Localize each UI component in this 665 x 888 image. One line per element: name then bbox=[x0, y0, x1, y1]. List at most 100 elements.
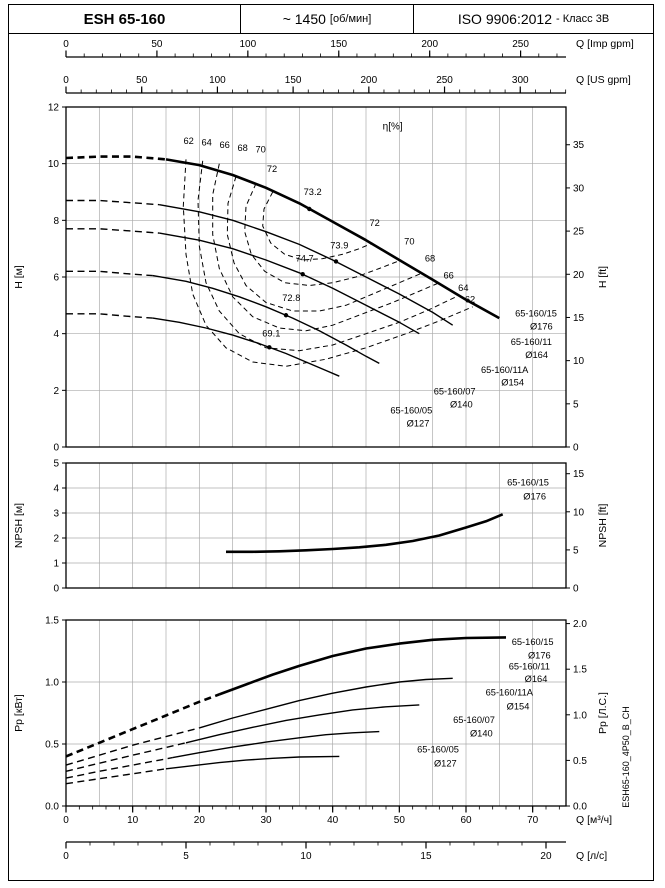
svg-text:20: 20 bbox=[540, 851, 552, 862]
chart-annotation: 74.7 bbox=[296, 253, 314, 263]
ylabel-right-power: Pp [Л.С.] bbox=[597, 692, 609, 734]
npsh-plot: 0 1 2 3 4 5 0 5 10 15 NPSH [м] NPSH [ft] 65-160/15 Ø1… bbox=[13, 459, 609, 595]
chart-annotation: 65-160/11 bbox=[509, 662, 550, 672]
svg-text:10: 10 bbox=[573, 507, 585, 518]
chart-annotation: 72 bbox=[369, 218, 379, 228]
chart-annotation: 65-160/15 bbox=[507, 478, 549, 488]
pump-speed-unit: [об/мин] bbox=[329, 13, 372, 25]
svg-text:5: 5 bbox=[183, 851, 189, 862]
svg-text:150: 150 bbox=[330, 39, 347, 50]
svg-text:0.0: 0.0 bbox=[573, 802, 587, 813]
bep-marker bbox=[307, 206, 312, 212]
axis-label-m3h: Q [м³/ч] bbox=[576, 814, 612, 826]
svg-text:0: 0 bbox=[573, 443, 579, 454]
chart-annotation: 73.9 bbox=[330, 241, 348, 251]
svg-text:8: 8 bbox=[53, 216, 59, 227]
svg-text:1.5: 1.5 bbox=[573, 665, 587, 676]
curve-65-160/11A Ø154 power bbox=[185, 704, 420, 744]
svg-text:4: 4 bbox=[53, 484, 59, 495]
curve-dashed-65-160/15 Ø176 power bbox=[65, 693, 220, 758]
chart-annotation: 65-160/07 bbox=[453, 715, 495, 725]
svg-text:0: 0 bbox=[63, 39, 69, 50]
chart-annotation: Ø154 bbox=[501, 378, 524, 388]
ylabel-left-head: H [м] bbox=[13, 265, 25, 289]
svg-text:10: 10 bbox=[300, 851, 312, 862]
svg-text:1.0: 1.0 bbox=[45, 678, 59, 689]
svg-text:15: 15 bbox=[573, 469, 585, 480]
chart-annotation: 68 bbox=[425, 253, 435, 263]
pump-model: ESH 65-160 bbox=[83, 10, 166, 28]
chart-annotation: 70 bbox=[404, 236, 414, 246]
axis-lps: 0 5 10 15 20 Q [л/с] bbox=[63, 841, 607, 862]
curve-dashed-65-160/11 Ø164 bbox=[66, 199, 160, 206]
standard-cell: ISO 9906:2012 - Класс 3В bbox=[414, 5, 653, 33]
curve-dashed-65-160/07 Ø140 bbox=[66, 270, 153, 277]
chart-annotation: 65-160/11 bbox=[511, 337, 552, 347]
svg-text:35: 35 bbox=[573, 140, 585, 151]
chart-annotation: 72.8 bbox=[282, 293, 300, 303]
curve-65-160/07 Ø140 bbox=[152, 274, 380, 365]
svg-text:2: 2 bbox=[53, 386, 59, 397]
ylabel-left-npsh: NPSH [м] bbox=[13, 503, 25, 548]
curve-65-160/11 Ø164 bbox=[159, 204, 454, 326]
axis-label-lps: Q [л/с] bbox=[576, 850, 607, 862]
curve-65-160/15 Ø176 NPSH bbox=[226, 513, 504, 554]
svg-text:12: 12 bbox=[48, 103, 60, 114]
chart-annotation: 65-160/11A bbox=[481, 365, 529, 375]
curve-65-160/05 Ø127 power bbox=[165, 755, 340, 770]
chart-annotation: 68 bbox=[237, 143, 247, 153]
chart-annotation: 62 bbox=[183, 136, 193, 146]
axis-imp-gpm: 0 50 100 150 200 250 Q [Imp gpm] bbox=[63, 38, 634, 58]
svg-text:0: 0 bbox=[573, 584, 579, 595]
chart-annotation: 66 bbox=[219, 140, 229, 150]
chart-annotation: 62 bbox=[465, 295, 475, 305]
svg-text:6: 6 bbox=[53, 273, 59, 284]
drawing-code: ESH65-160_4P50_B_CH bbox=[621, 706, 631, 808]
curve-65-160/11A Ø154 bbox=[159, 232, 420, 335]
chart-annotation: Ø176 bbox=[523, 491, 546, 501]
svg-text:100: 100 bbox=[209, 75, 226, 86]
svg-text:0.0: 0.0 bbox=[45, 802, 59, 813]
svg-text:0: 0 bbox=[53, 443, 59, 454]
curve-65-160/11 Ø164 power bbox=[199, 677, 453, 729]
efficiency-contour-64 bbox=[197, 160, 457, 352]
chart-annotation: 65-160/05 bbox=[390, 406, 432, 416]
chart-annotation: 64 bbox=[201, 137, 211, 147]
chart-annotation: 65-160/05 bbox=[417, 745, 459, 755]
svg-text:10: 10 bbox=[48, 159, 60, 170]
svg-text:2: 2 bbox=[53, 534, 59, 545]
ylabel-right-npsh: NPSH [ft] bbox=[597, 504, 609, 548]
svg-text:10: 10 bbox=[127, 815, 139, 826]
svg-text:250: 250 bbox=[436, 75, 453, 86]
chart-annotation: 64 bbox=[458, 283, 468, 293]
curve-65-160/15 Ø176 bbox=[165, 158, 500, 320]
standard: ISO 9906:2012 bbox=[457, 11, 552, 27]
axis-us-gpm: 0 50 100 150 200 250 300 Q [US gpm] bbox=[63, 74, 631, 94]
svg-text:0.5: 0.5 bbox=[45, 740, 59, 751]
svg-text:5: 5 bbox=[573, 399, 579, 410]
svg-text:1.0: 1.0 bbox=[573, 710, 587, 721]
curve-dashed-65-160/11A Ø154 bbox=[66, 228, 160, 234]
chart-annotation: 65-160/07 bbox=[434, 387, 476, 397]
chart-annotation: Ø164 bbox=[525, 674, 548, 684]
bep-marker bbox=[267, 345, 272, 350]
standard-class: - Класс 3В bbox=[556, 13, 610, 25]
chart-annotation: 70 bbox=[255, 144, 265, 154]
svg-text:20: 20 bbox=[194, 815, 206, 826]
chart-annotation: 73.2 bbox=[304, 187, 322, 197]
svg-text:100: 100 bbox=[239, 39, 256, 50]
svg-text:0: 0 bbox=[63, 851, 69, 862]
pump-speed: ~ 1450 bbox=[282, 11, 326, 27]
svg-text:25: 25 bbox=[573, 227, 585, 238]
svg-text:60: 60 bbox=[460, 815, 472, 826]
curve-dashed-65-160/11 Ø164 power bbox=[65, 727, 200, 766]
svg-text:50: 50 bbox=[151, 39, 163, 50]
pump-model-cell: ESH 65-160 bbox=[9, 5, 241, 33]
curve-dashed-65-160/15 Ø176 bbox=[65, 155, 167, 161]
svg-text:4: 4 bbox=[53, 329, 59, 340]
svg-text:40: 40 bbox=[327, 815, 339, 826]
pump-speed-cell: ~ 1450 [об/мин] bbox=[241, 5, 414, 33]
svg-text:5: 5 bbox=[573, 545, 579, 556]
svg-text:15: 15 bbox=[573, 313, 585, 324]
